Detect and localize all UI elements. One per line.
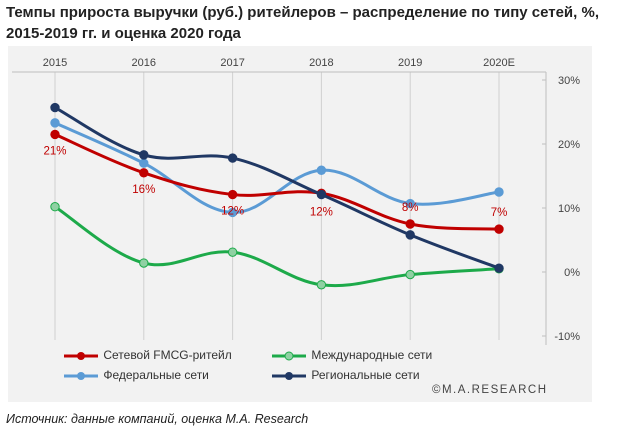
data-point-regional xyxy=(139,150,149,160)
series-line-international xyxy=(53,205,501,288)
source-note: Источник: данные компаний, оценка M.A. R… xyxy=(6,412,309,426)
data-point-regional xyxy=(405,230,415,240)
legend-swatch-international xyxy=(272,351,306,361)
data-point-international xyxy=(227,247,238,257)
data-point-regional xyxy=(50,102,60,113)
x-tick-label: 2020E xyxy=(483,57,515,69)
legend-swatch-fmcg xyxy=(64,351,98,360)
data-label-fmcg: 12% xyxy=(310,206,333,218)
data-point-international xyxy=(316,280,327,290)
series-line-federal xyxy=(53,121,501,214)
data-point-fmcg xyxy=(494,224,504,234)
data-point-fmcg xyxy=(139,168,149,178)
data-point-regional xyxy=(227,153,238,163)
x-tick-label: 2018 xyxy=(309,57,333,69)
data-label-fmcg: 21% xyxy=(43,145,66,157)
data-point-federal xyxy=(494,187,504,197)
data-point-international xyxy=(139,258,149,268)
x-tick-label: 2017 xyxy=(220,57,244,69)
data-label-fmcg: 7% xyxy=(491,207,508,219)
y-tick-label: 0% xyxy=(564,267,580,279)
legend-swatch-regional xyxy=(272,371,306,380)
title-line-1: Темпы прироста выручки (руб.) ритейлеров… xyxy=(6,4,599,21)
chart-title: Темпы прироста выручки (руб.) ритейлеров… xyxy=(6,2,618,44)
copyright-mark: ©M.A.RESEARCH xyxy=(432,384,548,396)
data-point-international xyxy=(405,269,415,280)
data-point-fmcg xyxy=(227,189,238,200)
chart-panel xyxy=(8,46,592,402)
data-point-federal xyxy=(316,165,327,175)
data-label-fmcg: 12% xyxy=(221,206,244,218)
y-tick-label: 10% xyxy=(558,203,580,215)
data-point-federal xyxy=(405,198,415,209)
legend-label-fmcg: Сетевой FMCG-ритейл xyxy=(103,348,232,362)
data-point-international xyxy=(50,202,60,212)
y-tick-label: -10% xyxy=(554,331,580,343)
x-tick-label: 2019 xyxy=(398,57,422,69)
legend-item-fmcg: Сетевой FMCG-ритейл xyxy=(62,348,232,363)
title-line-2: 2015-2019 гг. и оценка 2020 года xyxy=(6,25,241,42)
data-point-regional xyxy=(494,263,504,273)
series-line-fmcg xyxy=(53,132,501,231)
data-label-fmcg: 16% xyxy=(132,184,155,196)
data-label-fmcg: 8% xyxy=(402,202,419,214)
data-point-regional xyxy=(316,189,327,200)
legend-swatch-federal xyxy=(64,371,98,380)
legend-label-international: Международные сети xyxy=(311,348,433,362)
data-point-federal xyxy=(227,207,238,218)
data-point-fmcg xyxy=(50,129,60,140)
legend-label-federal: Федеральные сети xyxy=(103,368,209,382)
y-tick-label: 20% xyxy=(558,139,580,151)
x-tick-label: 2015 xyxy=(43,57,67,69)
data-point-fmcg xyxy=(405,219,415,229)
data-point-federal xyxy=(139,158,149,168)
legend-item-federal: Федеральные сети xyxy=(62,368,209,383)
legend-item-regional: Региональные сети xyxy=(270,368,420,383)
legend-item-international: Международные сети xyxy=(270,348,432,363)
x-tick-label: 2016 xyxy=(132,57,156,69)
series-line-regional xyxy=(53,106,501,270)
data-point-federal xyxy=(50,118,60,128)
legend-label-regional: Региональные сети xyxy=(311,368,420,382)
y-tick-label: 30% xyxy=(558,75,580,87)
